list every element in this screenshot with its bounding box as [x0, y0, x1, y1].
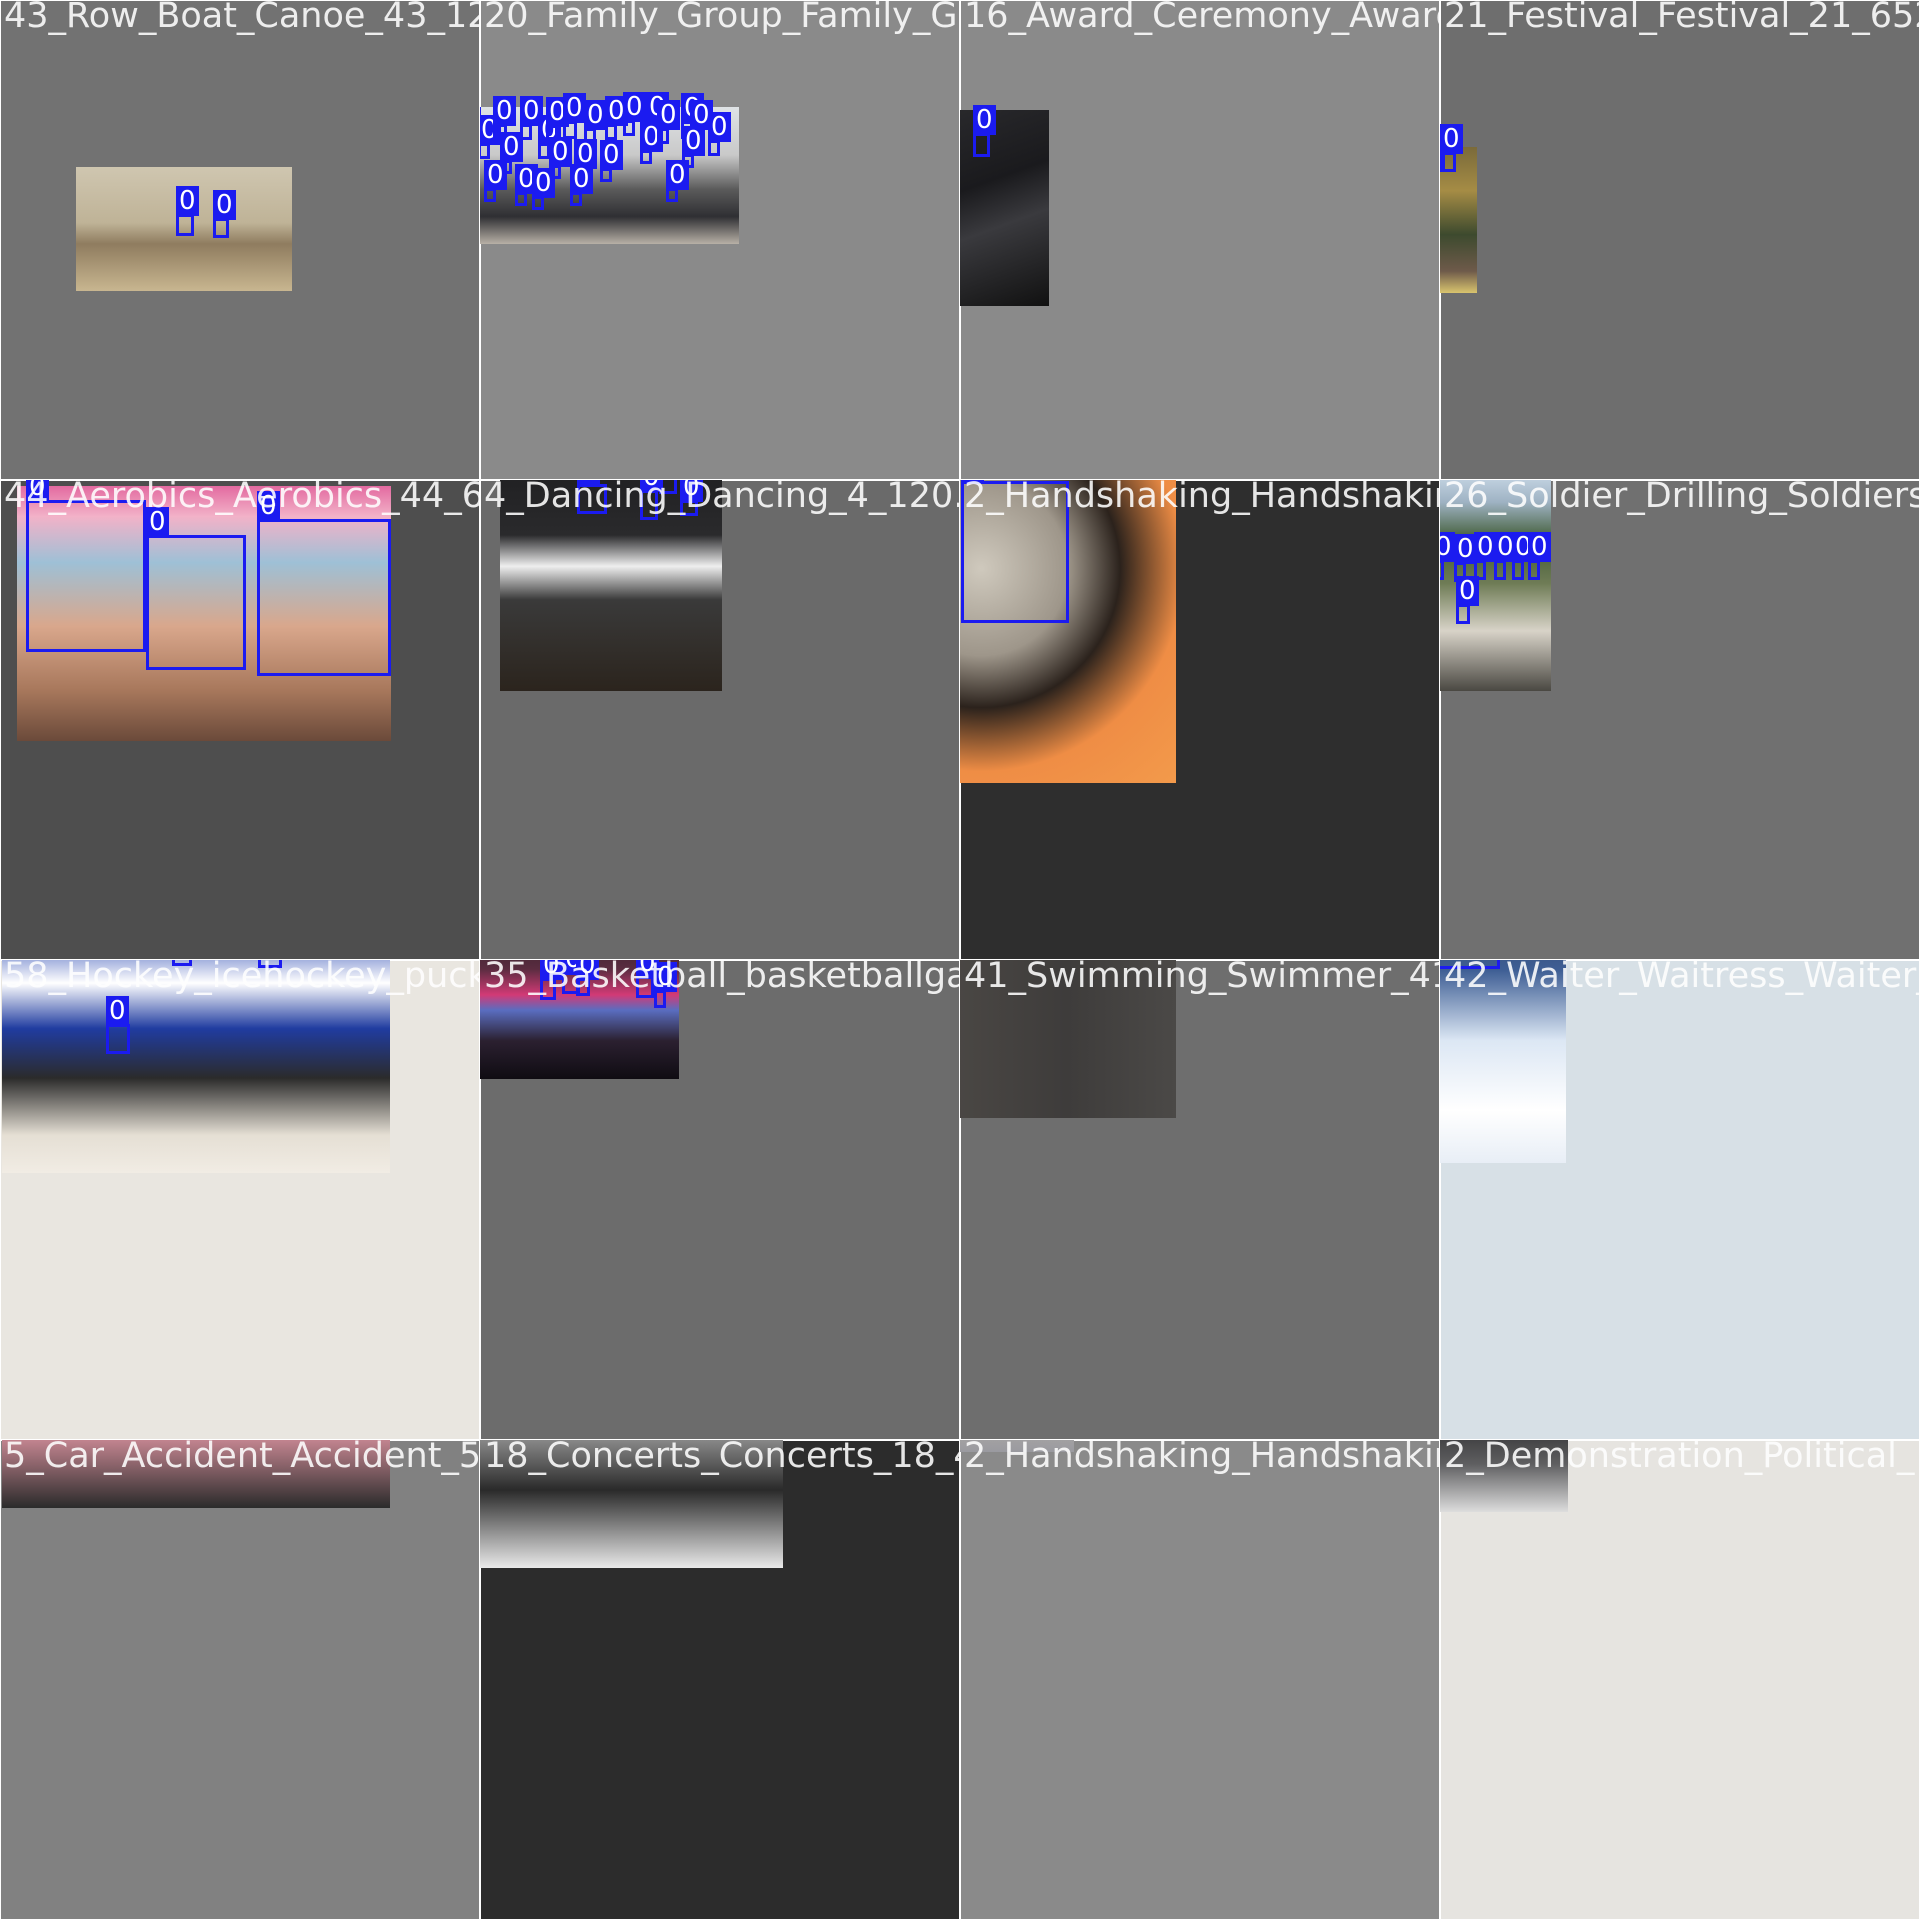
image-tile: 000000000000000000000026_Soldier_Drillin… — [1440, 480, 1920, 960]
class-label: 0 — [540, 960, 563, 980]
tile-title: 16_Award_Ceremony_Awards_Ceremony_16_567… — [964, 0, 1440, 36]
face-bounding-box: 0 — [1528, 560, 1540, 580]
class-label: 0 — [493, 96, 516, 126]
class-label: 0 — [549, 137, 572, 167]
class-label: 0 — [584, 100, 607, 130]
image-tile: 00000000000000000000000058_Hockey_icehoc… — [0, 960, 480, 1440]
face-bounding-box: 0 — [257, 519, 391, 676]
face-bounding-box: 0 — [176, 214, 194, 236]
class-label: 0 — [1440, 532, 1455, 562]
image-tile: 00000021_Festival_Festival_21_652 — [1440, 0, 1920, 480]
tile-photo — [960, 960, 1176, 1118]
tile-title: 21_Festival_Festival_21_652 — [1444, 0, 1920, 36]
face-bounding-box: 0 — [540, 978, 556, 1000]
class-label: 0 — [577, 480, 600, 486]
face-bounding-box: 0 — [654, 990, 666, 1008]
face-bounding-box: 0 — [961, 481, 1069, 623]
tile-title: 43_Row_Boat_Canoe_43_120.jpg — [4, 0, 480, 36]
face-bounding-box: 0 — [623, 120, 635, 136]
class-label: 0 — [106, 996, 129, 1026]
face-bounding-box: 0 — [213, 218, 229, 238]
face-bounding-box: 0 — [1440, 960, 1500, 969]
image-tile: 041_Swimming_Swimmer_41_347.jpg — [960, 960, 1440, 1440]
image-tile: 018_Concerts_Concerts_18_432.jpg — [480, 1440, 960, 1920]
face-bounding-box: 0 — [1494, 560, 1506, 580]
face-bounding-box: 0 — [258, 960, 282, 968]
class-label: 0 — [257, 491, 280, 521]
face-bounding-box: 0 — [973, 133, 990, 157]
class-label: 0 — [708, 112, 731, 142]
face-bounding-box: 0 — [600, 168, 612, 182]
face-bounding-box: 0 — [484, 188, 496, 202]
face-bounding-box: 0 — [172, 960, 192, 966]
image-tile: 00000000002_Demonstration_Political_ — [1440, 1440, 1920, 1920]
face-bounding-box: 0 — [659, 480, 677, 494]
class-label: 0 — [1456, 576, 1479, 606]
face-bounding-box: 0 — [532, 196, 544, 210]
class-label: 0 — [576, 960, 599, 980]
tile-photo — [2, 960, 390, 1173]
face-bounding-box: 0 — [680, 500, 698, 516]
face-bounding-box: 0 — [640, 490, 658, 520]
face-bounding-box: 0 — [26, 500, 146, 652]
class-label: 0 — [484, 160, 507, 190]
class-label: 0 — [570, 164, 593, 194]
face-bounding-box: 0 — [577, 484, 607, 514]
class-label: 0 — [682, 126, 705, 156]
image-tile: 0000035_Basketball_basketballgame_ball_3… — [480, 960, 960, 1440]
face-bounding-box: 0 — [146, 535, 246, 670]
image-tile: 00005_Car_Accident_Accident_5_187.jpg — [0, 1440, 480, 1920]
face-bounding-box: 0 — [640, 150, 652, 164]
face-bounding-box: 0 — [1456, 604, 1470, 624]
image-tile: 00 43_Row_Boat_Canoe_43_120.jpg — [0, 0, 480, 480]
class-label: 0 — [1528, 532, 1551, 562]
class-label: 0 — [563, 93, 586, 123]
face-bounding-box: 0 — [576, 978, 590, 996]
class-label: 0 — [500, 132, 523, 162]
face-bounding-box: 0 — [1440, 152, 1456, 172]
class-label: 0 — [666, 160, 689, 190]
class-label: 0 — [973, 105, 996, 135]
class-label: 0 — [654, 962, 677, 992]
class-label: 0 — [213, 190, 236, 220]
image-tile: 02_Handshaking_Handshaking_2_572.jpg — [960, 480, 1440, 960]
face-bounding-box: 0 — [570, 192, 582, 206]
class-label: 0 — [623, 92, 646, 122]
class-label: 0 — [26, 480, 49, 502]
tile-photo — [1440, 960, 1566, 1163]
tile-photo — [960, 1440, 1074, 1452]
class-label: 0 — [680, 480, 703, 502]
face-bounding-box: 0 — [480, 143, 490, 159]
class-label: 0 — [1440, 124, 1463, 154]
face-bounding-box: 0 — [666, 188, 678, 202]
tile-photo — [480, 1440, 783, 1568]
face-bounding-box: 0 — [106, 1024, 130, 1054]
image-tile: 00000002_Handshaking_Handshaking_2_644.j… — [960, 1440, 1440, 1920]
face-bounding-box: 0 — [636, 976, 654, 998]
image-tile: 0000000000000000000000000020_Family_Grou… — [480, 0, 960, 480]
tile-photo — [2, 1440, 390, 1508]
class-label: 0 — [600, 140, 623, 170]
class-label: 0 — [176, 186, 199, 216]
class-label: 0 — [961, 480, 984, 483]
face-bounding-box: 0 — [1440, 560, 1444, 580]
class-label: 0 — [532, 168, 555, 198]
face-bounding-box: 0 — [708, 140, 720, 156]
tile-title: 20_Family_Group_Family_Group_20_516.jpg — [484, 0, 960, 36]
image-tile: 042_Waiter_Waitress_Waiter_ — [1440, 960, 1920, 1440]
tile-photo — [1440, 1440, 1568, 1512]
class-label: 0 — [146, 507, 169, 537]
face-bounding-box: 0 — [605, 124, 617, 140]
face-bounding-box: 0 — [657, 128, 669, 144]
face-bounding-box: 0 — [515, 192, 527, 206]
class-label: 0 — [657, 100, 680, 130]
image-tile: 00004_Dancing_Dancing_4_120.jpg — [480, 480, 960, 960]
image-tile: 0 16_Award_Ceremony_Awards_Ceremony_16_56… — [960, 0, 1440, 480]
face-bounding-box: 0 — [1512, 560, 1524, 580]
